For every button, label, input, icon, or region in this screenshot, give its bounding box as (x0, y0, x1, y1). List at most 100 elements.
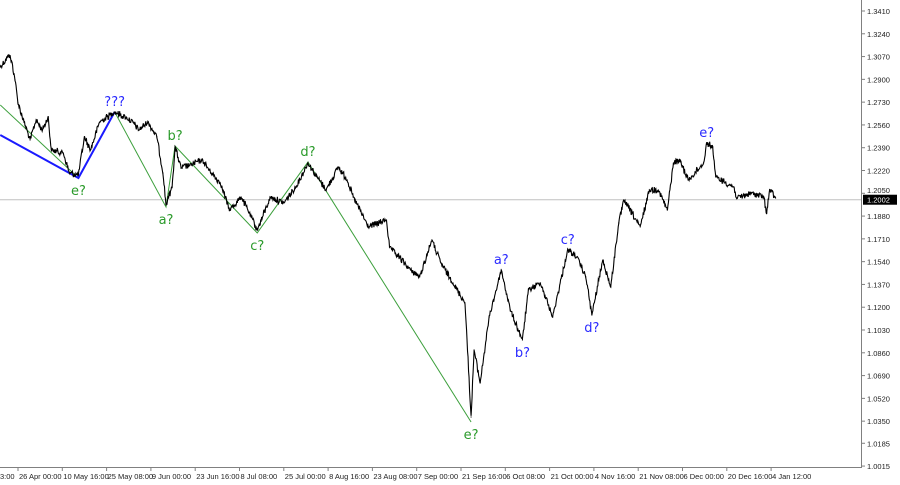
current-price-value: 1.2002 (867, 196, 890, 205)
price-point (591, 314, 593, 316)
y-tick-label: 1.1880 (867, 212, 890, 221)
price-point (23, 121, 25, 123)
price-point (165, 204, 167, 206)
price-point (527, 289, 530, 291)
price-point (269, 196, 272, 198)
wave-label: b? (515, 346, 530, 361)
price-point (751, 192, 753, 194)
price-point (77, 174, 80, 176)
price-point (452, 282, 454, 284)
price-point (539, 282, 542, 284)
y-tick-label: 1.1200 (867, 303, 890, 312)
price-point (156, 136, 158, 138)
x-tick-label: 21 Nov 08:00 (639, 472, 684, 481)
price-point (552, 316, 554, 318)
price-point (307, 162, 309, 164)
wave-label: d? (300, 145, 315, 160)
x-tick-label: 6 Oct 08:00 (506, 472, 545, 481)
blue-wave-line (0, 111, 116, 180)
y-tick-label: 1.2900 (867, 75, 890, 84)
y-tick-label: 1.2220 (867, 167, 890, 176)
current-price-badge-bg (863, 194, 897, 205)
price-point (162, 172, 164, 174)
price-point (295, 186, 297, 188)
x-tick-label: 7 Sep 00:00 (418, 472, 458, 481)
y-tick-label: 1.2560 (867, 121, 890, 130)
price-point (11, 62, 13, 64)
y-tick-label: 1.0690 (867, 372, 890, 381)
price-point (337, 166, 339, 168)
price-point (126, 117, 128, 119)
price-point (648, 189, 650, 191)
price-point (385, 219, 388, 221)
x-tick-label: 20 Dec 16:00 (728, 472, 773, 481)
price-point (83, 136, 86, 138)
x-tick-label: 21 Oct 00:00 (551, 472, 594, 481)
wave-label: ??? (104, 95, 125, 110)
wave-label: b? (167, 129, 182, 144)
wave-label: c? (561, 233, 575, 248)
price-point (509, 309, 511, 311)
price-point (431, 239, 433, 241)
y-axis[interactable]: 1.3410 1.3240 1.3070 1.2900 1.2730 1.2560 1.23… (861, 7, 890, 471)
x-tick-label: 25 May 08:00 (108, 472, 153, 481)
price-point (488, 316, 490, 318)
price-point (440, 262, 442, 264)
x-tick-label: 23 Aug 08:00 (373, 472, 417, 481)
price-point (618, 222, 620, 224)
price-point (62, 152, 64, 154)
y-tick-label: 1.0185 (867, 439, 890, 448)
price-point (602, 259, 604, 261)
price-point (17, 102, 19, 104)
y-tick-label: 1.0350 (867, 417, 890, 426)
price-point (210, 172, 212, 174)
y-tick-label: 1.0860 (867, 349, 890, 358)
green-wave-line (0, 104, 79, 179)
x-tick-label: 10 May 16:00 (63, 472, 108, 481)
y-tick-label: 1.1030 (867, 326, 890, 335)
price-point (147, 121, 149, 123)
price-point (678, 159, 681, 161)
y-tick-label: 1.3070 (867, 53, 890, 62)
price-point (132, 121, 134, 123)
price-point (352, 196, 354, 198)
price-point (464, 302, 466, 304)
price-point (410, 269, 412, 271)
price-point (189, 164, 191, 166)
price-point (521, 339, 524, 341)
price-point (68, 172, 70, 174)
price-point (41, 129, 43, 131)
y-tick-label: 1.0015 (867, 462, 890, 471)
price-point (766, 212, 768, 214)
price-line (0, 53, 777, 416)
price-point (672, 162, 675, 164)
price-point (50, 149, 52, 151)
price-point (256, 229, 258, 231)
price-point (687, 179, 690, 181)
y-tick-label: 1.2050 (867, 186, 890, 195)
x-tick-label: 4 Jan 12:00 (772, 472, 811, 481)
price-point (219, 182, 221, 184)
price-point (769, 189, 771, 191)
price-point (325, 189, 327, 191)
price-point (567, 249, 569, 251)
x-tick-label: 26 Apr 00:00 (19, 472, 62, 481)
price-point (89, 149, 92, 151)
price-point (470, 416, 472, 418)
price-point (180, 167, 182, 169)
price-point (419, 276, 421, 278)
wave-lines (0, 104, 472, 423)
price-point (712, 146, 714, 148)
x-tick-label: 3:00 (0, 472, 15, 481)
price-point (473, 349, 475, 351)
price-point (479, 382, 481, 384)
price-point (666, 209, 668, 211)
price-series (0, 53, 777, 418)
y-tick-label: 1.3240 (867, 30, 890, 39)
price-point (585, 276, 587, 278)
price-point (240, 196, 242, 198)
wave-label: e? (71, 184, 86, 199)
price-point (715, 176, 717, 178)
